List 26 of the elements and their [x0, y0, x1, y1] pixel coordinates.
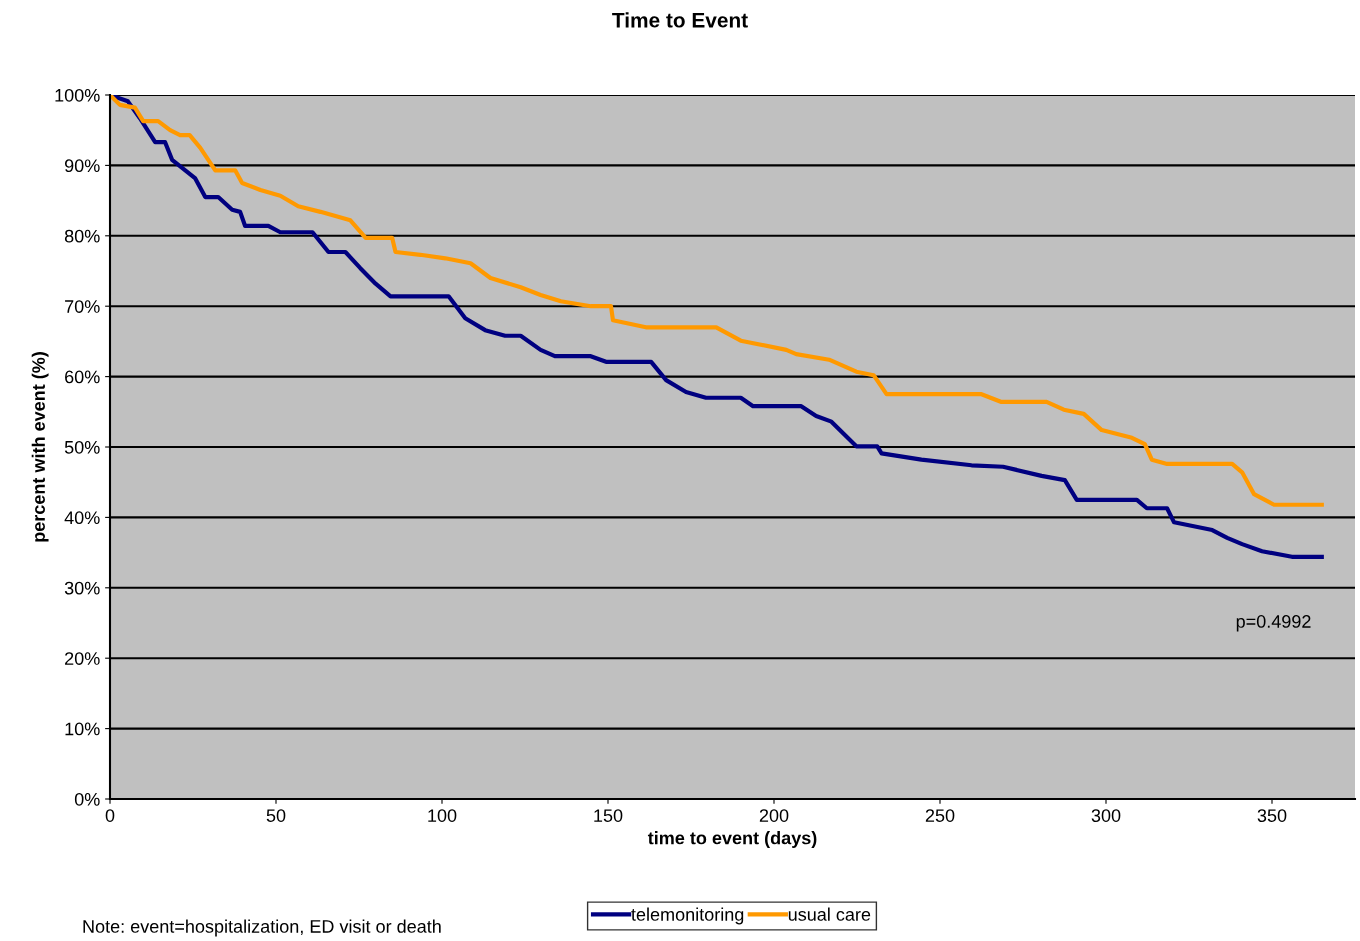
- y-tick-label: 50%: [64, 440, 100, 454]
- annotation: p=0.4992: [1236, 615, 1311, 632]
- y-tick-label: 90%: [64, 159, 100, 173]
- y-tick-label: 20%: [65, 652, 100, 665]
- x-tick-label: 300: [1091, 809, 1121, 822]
- x-tick-label: 100: [428, 809, 457, 822]
- legend-label: telemonitoring: [631, 907, 744, 925]
- chart-title: Time to Event: [612, 12, 748, 28]
- x-axis-title: time to event (days): [647, 831, 817, 848]
- x-tick-label: 250: [925, 809, 955, 822]
- x-tick-label: 150: [594, 809, 623, 822]
- y-tick-label: 100%: [55, 88, 100, 102]
- x-tick-label: 0: [105, 809, 115, 822]
- y-tick-label: 30%: [64, 581, 100, 595]
- text: Note: event=hospitalization, ED visit or death: [83, 919, 441, 937]
- legend-label: usual care: [788, 907, 871, 921]
- y-tick-label: 60%: [65, 370, 100, 384]
- y-tick-label: 80%: [64, 229, 100, 243]
- x-tick-label: 200: [759, 809, 789, 822]
- y-tick-label: 10%: [65, 722, 100, 736]
- x-tick-label: 50: [266, 809, 286, 822]
- y-tick-label: 40%: [64, 511, 100, 525]
- y-tick-label: 0%: [74, 792, 100, 806]
- y-tick-label: 70%: [65, 300, 100, 313]
- y-axis-title: percent with event (%): [31, 352, 49, 542]
- x-tick-label: 350: [1257, 809, 1287, 822]
